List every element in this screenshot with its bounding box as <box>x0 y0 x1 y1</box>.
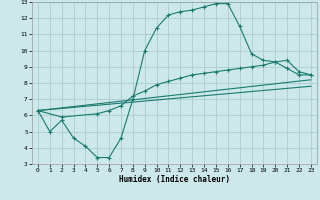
X-axis label: Humidex (Indice chaleur): Humidex (Indice chaleur) <box>119 175 230 184</box>
